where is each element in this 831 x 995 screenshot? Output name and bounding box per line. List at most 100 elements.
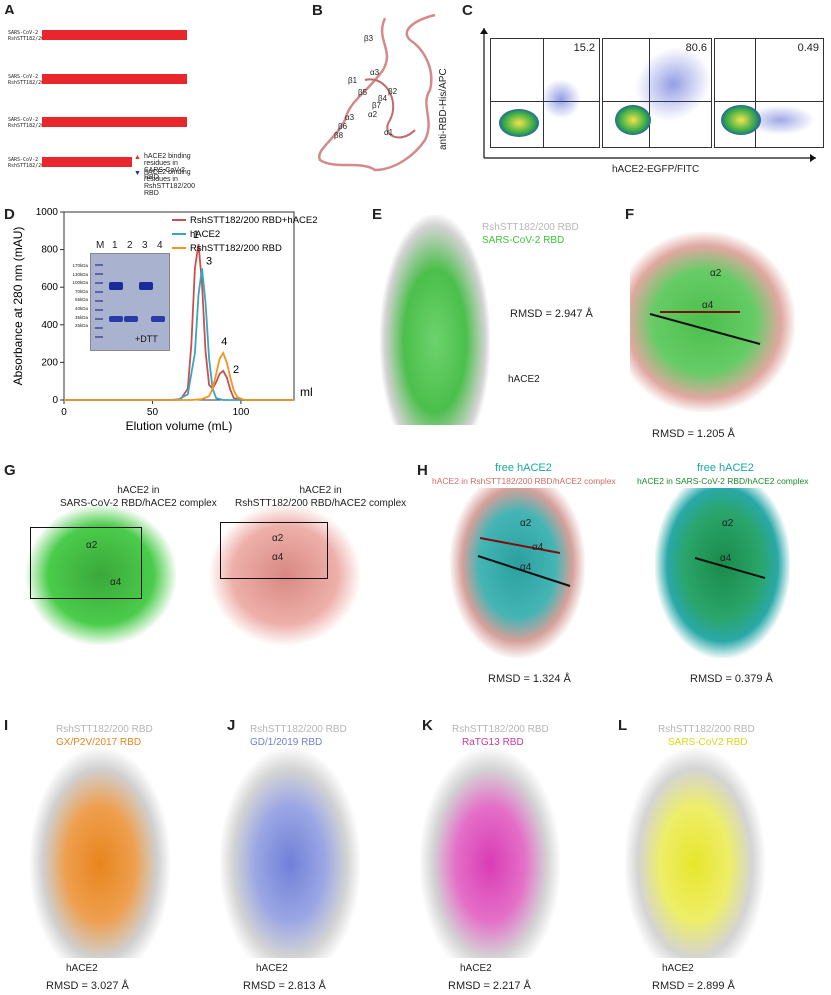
helix-axes-h-left bbox=[477, 537, 571, 587]
y-tick-label: 0 bbox=[52, 395, 58, 406]
h-left-structure bbox=[450, 488, 585, 658]
rmsd-l: RMSD = 2.899 Å bbox=[652, 980, 735, 992]
x-axis-label: Elution volume (mL) bbox=[126, 419, 233, 433]
g-title-right: hACE2 in RshSTT182/200 RBD/hACE2 complex bbox=[235, 485, 407, 509]
y-tick-label: 200 bbox=[41, 357, 58, 368]
superposition-i bbox=[30, 748, 170, 958]
legend-label: RshSTT182/200 RBD bbox=[190, 243, 282, 254]
panel-label-g: G bbox=[4, 462, 16, 479]
x-tick-label: 50 bbox=[147, 407, 159, 418]
gel-marker: 70kDa bbox=[74, 288, 88, 294]
seq-name: RshSTT182/200 bbox=[8, 123, 48, 129]
y-tick-label: 600 bbox=[41, 282, 58, 293]
helix-label: α4 bbox=[702, 300, 714, 311]
seq-name: SARS-CoV-2 bbox=[8, 74, 39, 80]
rmsd-h-right: RMSD = 0.379 Å bbox=[690, 673, 773, 685]
gel-band bbox=[151, 316, 165, 322]
helix-axes-h-right bbox=[694, 557, 766, 579]
gel-marker: 35kDa bbox=[74, 314, 88, 320]
hace2-pink bbox=[210, 505, 360, 645]
alignment-red-block bbox=[42, 30, 187, 40]
panel-label-k: K bbox=[422, 717, 433, 734]
gel-ladder bbox=[95, 264, 103, 344]
hace2-label: hACE2 bbox=[256, 963, 288, 974]
superposition-k bbox=[420, 748, 560, 958]
helix-label: α4 bbox=[272, 552, 284, 563]
ss-label: β4 bbox=[378, 94, 388, 103]
legend-ref: RshSTT182/200 RBD bbox=[452, 724, 549, 735]
ss-label: β8 bbox=[334, 131, 344, 140]
helix-label: α4 bbox=[532, 542, 544, 553]
panel-label-f: F bbox=[625, 206, 635, 223]
gel-lane: 1 bbox=[112, 240, 118, 251]
ss-label: β6 bbox=[338, 122, 348, 131]
y-axis-label: Absorbance at 280 nm (mAU) bbox=[11, 227, 25, 386]
alignment-red-block bbox=[42, 157, 132, 167]
peak-label: 1 bbox=[193, 229, 199, 241]
peak-label: 4 bbox=[221, 336, 227, 348]
ss-label: α1 bbox=[384, 128, 394, 137]
legend-ref: RshSTT182/200 RBD bbox=[56, 724, 153, 735]
legend-label: RshSTT182/200 RBD+hACE2 bbox=[190, 215, 318, 226]
helix-label: α2 bbox=[710, 268, 722, 279]
gel-lane: 4 bbox=[157, 240, 163, 251]
panel-label-c: C bbox=[462, 2, 473, 19]
superposition-l bbox=[625, 748, 765, 958]
ml-label: ml bbox=[300, 385, 313, 399]
rmsd-e: RMSD = 2.947 Å bbox=[510, 308, 593, 320]
y-tick-label: 400 bbox=[41, 320, 58, 331]
alignment-red-block bbox=[42, 117, 187, 127]
red-triangle-icon: ▲ bbox=[134, 154, 141, 161]
alignment-block: SARS-CoV-2 RshSTT182/200 bbox=[8, 30, 47, 42]
flow-plot-2: 80.6 bbox=[602, 38, 712, 148]
alignment-block: SARS-CoV-2 RshSTT182/200 bbox=[8, 157, 47, 169]
series-line bbox=[64, 268, 294, 401]
flow-axes bbox=[480, 28, 816, 162]
legend-cmp: GX/P2V/2017 RBD bbox=[56, 737, 142, 748]
hace2-green bbox=[26, 505, 176, 645]
legend-ref: RshSTT182/200 RBD bbox=[250, 724, 347, 735]
gel-marker: 100kDa bbox=[72, 280, 88, 286]
quadrant-value: 0.49 bbox=[797, 42, 819, 54]
helix-label: α4 bbox=[720, 553, 732, 564]
peak-label: 2 bbox=[233, 364, 239, 376]
sequence-alignment: SARS-CoV-2 RshSTT182/200 SARS-CoV-2 RshS… bbox=[2, 14, 195, 197]
legend-cmp: GD/1/2019 RBD bbox=[250, 737, 323, 748]
helix-label: α2 bbox=[272, 533, 284, 544]
helix-superposition-f bbox=[630, 232, 795, 412]
legend-cmp: RaTG13 RBD bbox=[462, 737, 524, 748]
cell-cluster bbox=[721, 105, 761, 135]
region-box bbox=[220, 522, 328, 579]
legend-blue-text: hACE2 binding residues in RshSTT182/200 … bbox=[144, 169, 195, 197]
ss-label: α2 bbox=[368, 110, 378, 119]
series-line bbox=[64, 243, 294, 401]
rmsd-k: RMSD = 2.217 Å bbox=[448, 980, 531, 992]
cell-scatter bbox=[541, 79, 581, 119]
h-sub-right: hACE2 in SARS-CoV-2 RBD/hACE2 complex bbox=[637, 476, 809, 486]
legend-label: hACE2 bbox=[190, 229, 220, 240]
helix-axes-f bbox=[649, 311, 761, 345]
legend-ref: RshSTT182/200 RBD bbox=[482, 222, 579, 233]
seq-name: SARS-CoV-2 bbox=[8, 157, 39, 163]
gel-band bbox=[139, 282, 153, 290]
rbd-backbone bbox=[318, 13, 436, 172]
ss-label: β3 bbox=[364, 34, 374, 43]
g-title-left: hACE2 in SARS-CoV-2 RBD/hACE2 complex bbox=[60, 485, 217, 509]
rmsd-h-left: RMSD = 1.324 Å bbox=[488, 673, 571, 685]
alignment-block: SARS-CoV-2 RshSTT182/200 bbox=[8, 74, 47, 86]
flow-plot-3: 0.49 bbox=[714, 38, 824, 148]
gel-lane: 3 bbox=[142, 240, 148, 251]
panel-label-h: H bbox=[417, 462, 428, 479]
legend-ref: RshSTT182/200 RBD bbox=[658, 724, 755, 735]
seq-name: RshSTT182/200 bbox=[8, 36, 48, 42]
flow-plot-1: 15.2 bbox=[490, 38, 600, 148]
ss-label: β2 bbox=[388, 87, 398, 96]
flow-ylabel: anti-RBD-His/APC bbox=[438, 68, 449, 150]
ss-label: α3 bbox=[370, 68, 380, 77]
gel-marker: 25kDa bbox=[74, 323, 88, 329]
gel-marker: 55kDa bbox=[74, 297, 88, 303]
gel-band bbox=[109, 282, 123, 290]
panel-label-l: L bbox=[618, 717, 628, 734]
panel-label-i: I bbox=[4, 717, 9, 734]
helix-label: α4 bbox=[520, 562, 532, 573]
